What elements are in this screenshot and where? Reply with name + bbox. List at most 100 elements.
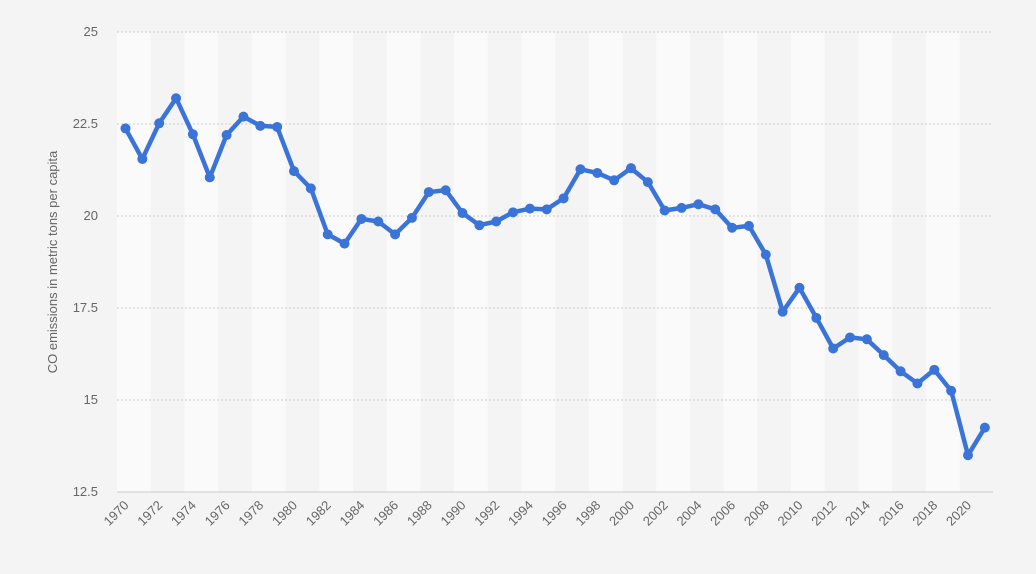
x-tick-label: 1988: [404, 498, 435, 529]
data-point[interactable]: 2003: 20.22: [676, 202, 687, 213]
data-point[interactable]: 1983: 19.25: [339, 238, 350, 249]
data-point[interactable]: 1988: 20.65: [423, 187, 434, 198]
data-point[interactable]: 1992: 19.85: [491, 216, 502, 227]
data-point[interactable]: 2019: 15.25: [946, 385, 957, 396]
alternating-bands: [117, 32, 960, 492]
band: [791, 32, 825, 492]
data-point[interactable]: 1991: 19.75: [474, 220, 485, 231]
data-point[interactable]: 2015: 16.22: [878, 350, 889, 361]
band: [521, 32, 556, 492]
data-point[interactable]: 1970: 22.38: [120, 123, 131, 134]
data-point[interactable]: 1984: 19.92: [356, 213, 367, 224]
series-line: [123, 95, 988, 458]
data-point[interactable]: 1998: 21.17: [592, 167, 603, 178]
y-axis-title: CO emissions in metric tons per capita: [45, 150, 60, 373]
x-tick-label: 1978: [235, 498, 266, 529]
data-point[interactable]: 2001: 20.92: [642, 177, 653, 188]
data-point[interactable]: 2000: 21.3: [626, 163, 636, 174]
x-tick-label: 1986: [370, 498, 401, 529]
data-point[interactable]: 2009: 17.4: [777, 306, 788, 317]
band: [319, 32, 353, 492]
band: [656, 32, 690, 492]
data-point[interactable]: 2013: 16.7: [845, 332, 856, 343]
x-tick-label: 1984: [336, 498, 367, 529]
series-layer: 1970: 22.38 1971: 21.55 1972: 22.52 1973: 2…: [120, 93, 990, 461]
data-point[interactable]: 2008: 18.95: [760, 249, 771, 260]
band: [386, 32, 421, 492]
data-point[interactable]: 2020: 13.5: [963, 450, 973, 461]
data-point[interactable]: 1996: 20.48: [558, 193, 569, 204]
data-point[interactable]: 1977: 22.7: [238, 111, 249, 122]
x-tick-label: 2000: [606, 498, 637, 529]
data-point[interactable]: 1976: 22.2: [221, 130, 232, 141]
data-point[interactable]: 1990: 20.08: [457, 208, 468, 219]
band: [925, 32, 960, 492]
data-point[interactable]: 2005: 20.18: [710, 204, 721, 215]
y-tick-label: 15: [84, 392, 98, 407]
x-axis-ticks: 1970 1972 1974 1976 1978 1980 1982 1984 1986 1988…: [101, 498, 975, 529]
data-point[interactable]: 1975: 21.05: [204, 172, 215, 183]
data-point[interactable]: 1999: 20.97: [609, 175, 620, 186]
x-tick-label: 2018: [909, 498, 940, 529]
data-point[interactable]: 1987: 19.95: [406, 212, 417, 223]
x-tick-label: 1974: [168, 498, 199, 529]
x-tick-label: 1994: [505, 498, 536, 529]
x-tick-label: 1998: [572, 498, 603, 529]
x-tick-label: 1990: [438, 498, 469, 529]
data-point[interactable]: 2021: 14.25: [979, 422, 990, 433]
x-tick-label: 2014: [842, 498, 873, 529]
y-axis-ticks: 12.5 15 17.5 20 22.5 25: [73, 24, 98, 499]
x-tick-label: 2012: [808, 498, 839, 529]
x-tick-label: 1996: [539, 498, 570, 529]
data-point[interactable]: 1974: 22.22: [187, 129, 198, 140]
x-tick-label: 1980: [269, 498, 300, 529]
data-point[interactable]: 1989: 20.7: [440, 185, 451, 196]
data-point[interactable]: 1980: 21.22: [289, 166, 299, 177]
data-point[interactable]: 1981: 20.75: [305, 183, 316, 194]
data-point[interactable]: 1994: 20.2: [524, 203, 535, 214]
data-point[interactable]: 1993: 20.1: [508, 207, 519, 218]
data-point[interactable]: 1995: 20.18: [541, 204, 552, 215]
x-tick-label: 2016: [876, 498, 907, 529]
data-point[interactable]: 2016: 15.78: [895, 366, 906, 377]
data-point[interactable]: 1972: 22.52: [154, 118, 165, 129]
data-point[interactable]: 2002: 20.15: [659, 205, 670, 216]
data-point[interactable]: 2004: 20.32: [693, 199, 704, 210]
y-tick-label: 12.5: [73, 484, 98, 499]
band: [184, 32, 219, 492]
band: [723, 32, 758, 492]
data-point[interactable]: 2018: 15.82: [929, 364, 940, 375]
x-tick-label: 2004: [673, 498, 704, 529]
x-tick-label: 1972: [134, 498, 165, 529]
data-point[interactable]: 1985: 19.85: [373, 216, 384, 227]
data-point[interactable]: 1979: 22.42: [272, 121, 283, 132]
y-tick-label: 22.5: [73, 116, 98, 131]
band: [117, 32, 151, 492]
x-tick-label: 2002: [640, 498, 671, 529]
x-tick-label: 1982: [303, 498, 334, 529]
data-point[interactable]: 1997: 21.27: [575, 164, 586, 175]
data-point[interactable]: 2014: 16.65: [861, 334, 872, 345]
band: [588, 32, 623, 492]
y-tick-label: 17.5: [73, 300, 98, 315]
band: [251, 32, 286, 492]
data-point[interactable]: 2006: 19.68: [727, 222, 738, 233]
data-point[interactable]: 1982: 19.5: [322, 229, 333, 240]
data-point[interactable]: 2007: 19.73: [743, 220, 754, 231]
x-tick-label: 2006: [707, 498, 738, 529]
y-tick-label: 20: [84, 208, 98, 223]
band: [454, 32, 488, 492]
data-point[interactable]: 1986: 19.5: [390, 229, 401, 240]
data-point[interactable]: 2010: 18.05: [794, 282, 805, 293]
data-point[interactable]: 1971: 21.55: [137, 153, 148, 164]
data-point[interactable]: 1978: 22.45: [255, 120, 266, 131]
data-point[interactable]: 2011: 17.23: [811, 312, 822, 323]
data-point[interactable]: 2012: 16.4: [828, 343, 839, 354]
x-tick-label: 2010: [775, 498, 806, 529]
x-tick-label: 1970: [101, 498, 132, 529]
band: [858, 32, 893, 492]
data-point[interactable]: 2017: 15.45: [912, 378, 923, 389]
data-point[interactable]: 1973: 23.2: [171, 93, 182, 104]
